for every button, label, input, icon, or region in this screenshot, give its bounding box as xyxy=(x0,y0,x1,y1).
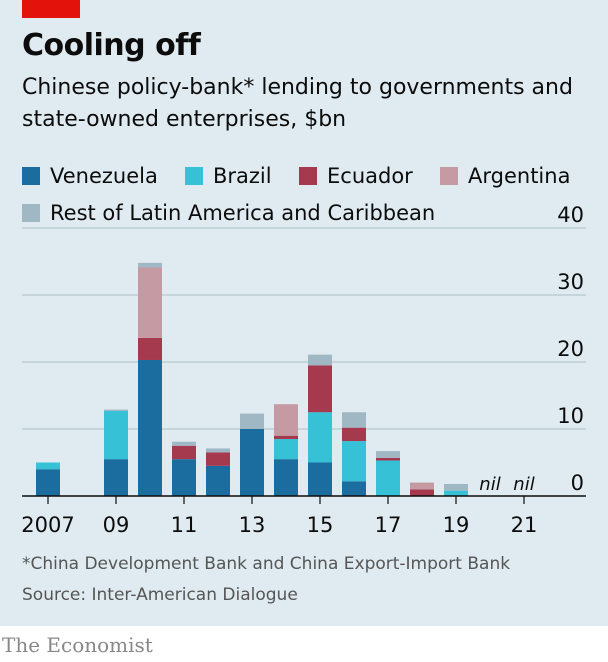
bar-segment xyxy=(240,429,264,496)
nil-label: nil xyxy=(479,474,500,495)
stacked-bar-chart: 0 10 20 30 40 2007 09 11 13 15 17 19 21 nil nil xyxy=(21,203,586,537)
legend-swatch xyxy=(440,167,458,185)
legend-label: Ecuador xyxy=(327,164,413,188)
bar-segment xyxy=(274,404,298,436)
x-tick-label: 15 xyxy=(307,513,334,537)
bar-segment xyxy=(172,459,196,496)
legend-label: Venezuela xyxy=(50,164,158,188)
legend-label: Rest of Latin America and Caribbean xyxy=(50,201,436,225)
chart-panel xyxy=(0,0,608,626)
y-tick-label: 40 xyxy=(557,203,584,227)
x-tick-label: 2007 xyxy=(21,513,74,537)
legend-swatch xyxy=(22,167,40,185)
bar-segment xyxy=(376,460,400,496)
legend-swatch xyxy=(299,167,317,185)
x-tick-label: 19 xyxy=(443,513,470,537)
bar-segment xyxy=(342,441,366,482)
bar-segment xyxy=(308,462,332,496)
bar-segment xyxy=(342,412,366,428)
legend-item-argentina: Argentina xyxy=(440,164,570,188)
bar-segment xyxy=(138,267,162,338)
bar-segment xyxy=(36,469,60,496)
bar-segment xyxy=(206,465,230,496)
bar-segment xyxy=(444,490,468,496)
bar-segment xyxy=(104,459,128,496)
bar-segment xyxy=(104,410,128,460)
legend-item-venezuela: Venezuela xyxy=(22,164,158,188)
bar-segment xyxy=(206,448,230,453)
bar-segment xyxy=(410,482,434,490)
bar-segment xyxy=(274,435,298,440)
legend-label: Argentina xyxy=(468,164,571,188)
x-tick-label: 17 xyxy=(375,513,402,537)
y-tick-label: 20 xyxy=(557,337,584,361)
y-tick-label: 0 xyxy=(571,471,584,495)
legend-swatch xyxy=(185,167,203,185)
source-note: Source: Inter-American Dialogue xyxy=(22,585,298,605)
x-tick-label: 09 xyxy=(103,513,130,537)
bar-segment xyxy=(410,489,434,496)
footnote: *China Development Bank and China Export… xyxy=(22,554,511,574)
bar-segment xyxy=(444,483,468,491)
bar-segment xyxy=(172,441,196,446)
x-tick-label: 11 xyxy=(171,513,198,537)
bar-segment xyxy=(274,439,298,460)
x-tick-label: 13 xyxy=(239,513,266,537)
bar-segment xyxy=(308,354,332,366)
bar-segment xyxy=(138,359,162,496)
bar-segment xyxy=(308,365,332,413)
bar-segment xyxy=(104,409,128,411)
bar-segment xyxy=(172,445,196,460)
legend-item-ecuador: Ecuador xyxy=(299,164,413,188)
bar-segment xyxy=(240,413,264,429)
chart-title: Cooling off xyxy=(22,28,201,63)
nil-label: nil xyxy=(513,474,534,495)
bar-segment xyxy=(342,427,366,442)
bar-segment xyxy=(138,337,162,360)
y-tick-label: 30 xyxy=(557,270,584,294)
bar-segment xyxy=(342,481,366,496)
bar-segment xyxy=(376,451,400,458)
y-tick-label: 10 xyxy=(557,404,584,428)
legend-swatch xyxy=(22,204,40,222)
bar-segment xyxy=(376,457,400,461)
bar-segment xyxy=(206,452,230,466)
legend-item-rest-of-latin-america: Rest of Latin America and Caribbean xyxy=(22,201,435,225)
bar-segment xyxy=(36,462,60,470)
bar-segment xyxy=(274,459,298,496)
legend-label: Brazil xyxy=(213,164,272,188)
bar-segment xyxy=(308,412,332,463)
economist-logo: The Economist xyxy=(2,633,153,657)
brand-red-bar xyxy=(22,0,80,18)
bar-segment xyxy=(138,262,162,268)
legend-item-brazil: Brazil xyxy=(185,164,272,188)
x-tick-label: 21 xyxy=(511,513,538,537)
chart-subtitle: Chinese policy-bank* lending to governme… xyxy=(22,75,573,132)
